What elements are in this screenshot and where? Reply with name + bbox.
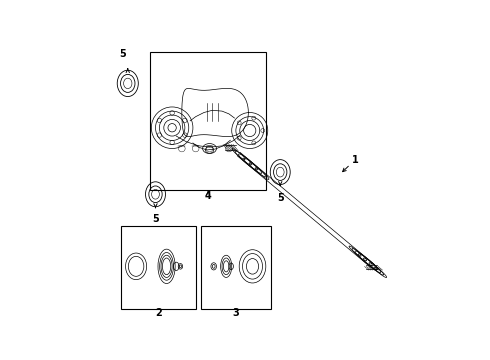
Bar xyxy=(150,51,267,190)
Text: 4: 4 xyxy=(205,191,212,201)
Text: 5: 5 xyxy=(120,49,126,59)
Text: 3: 3 xyxy=(232,309,239,319)
Text: 1: 1 xyxy=(352,155,359,165)
Text: 2: 2 xyxy=(155,309,162,319)
Text: 5: 5 xyxy=(152,214,159,224)
Text: 5: 5 xyxy=(277,193,284,203)
Bar xyxy=(201,226,270,309)
Bar xyxy=(121,226,196,309)
